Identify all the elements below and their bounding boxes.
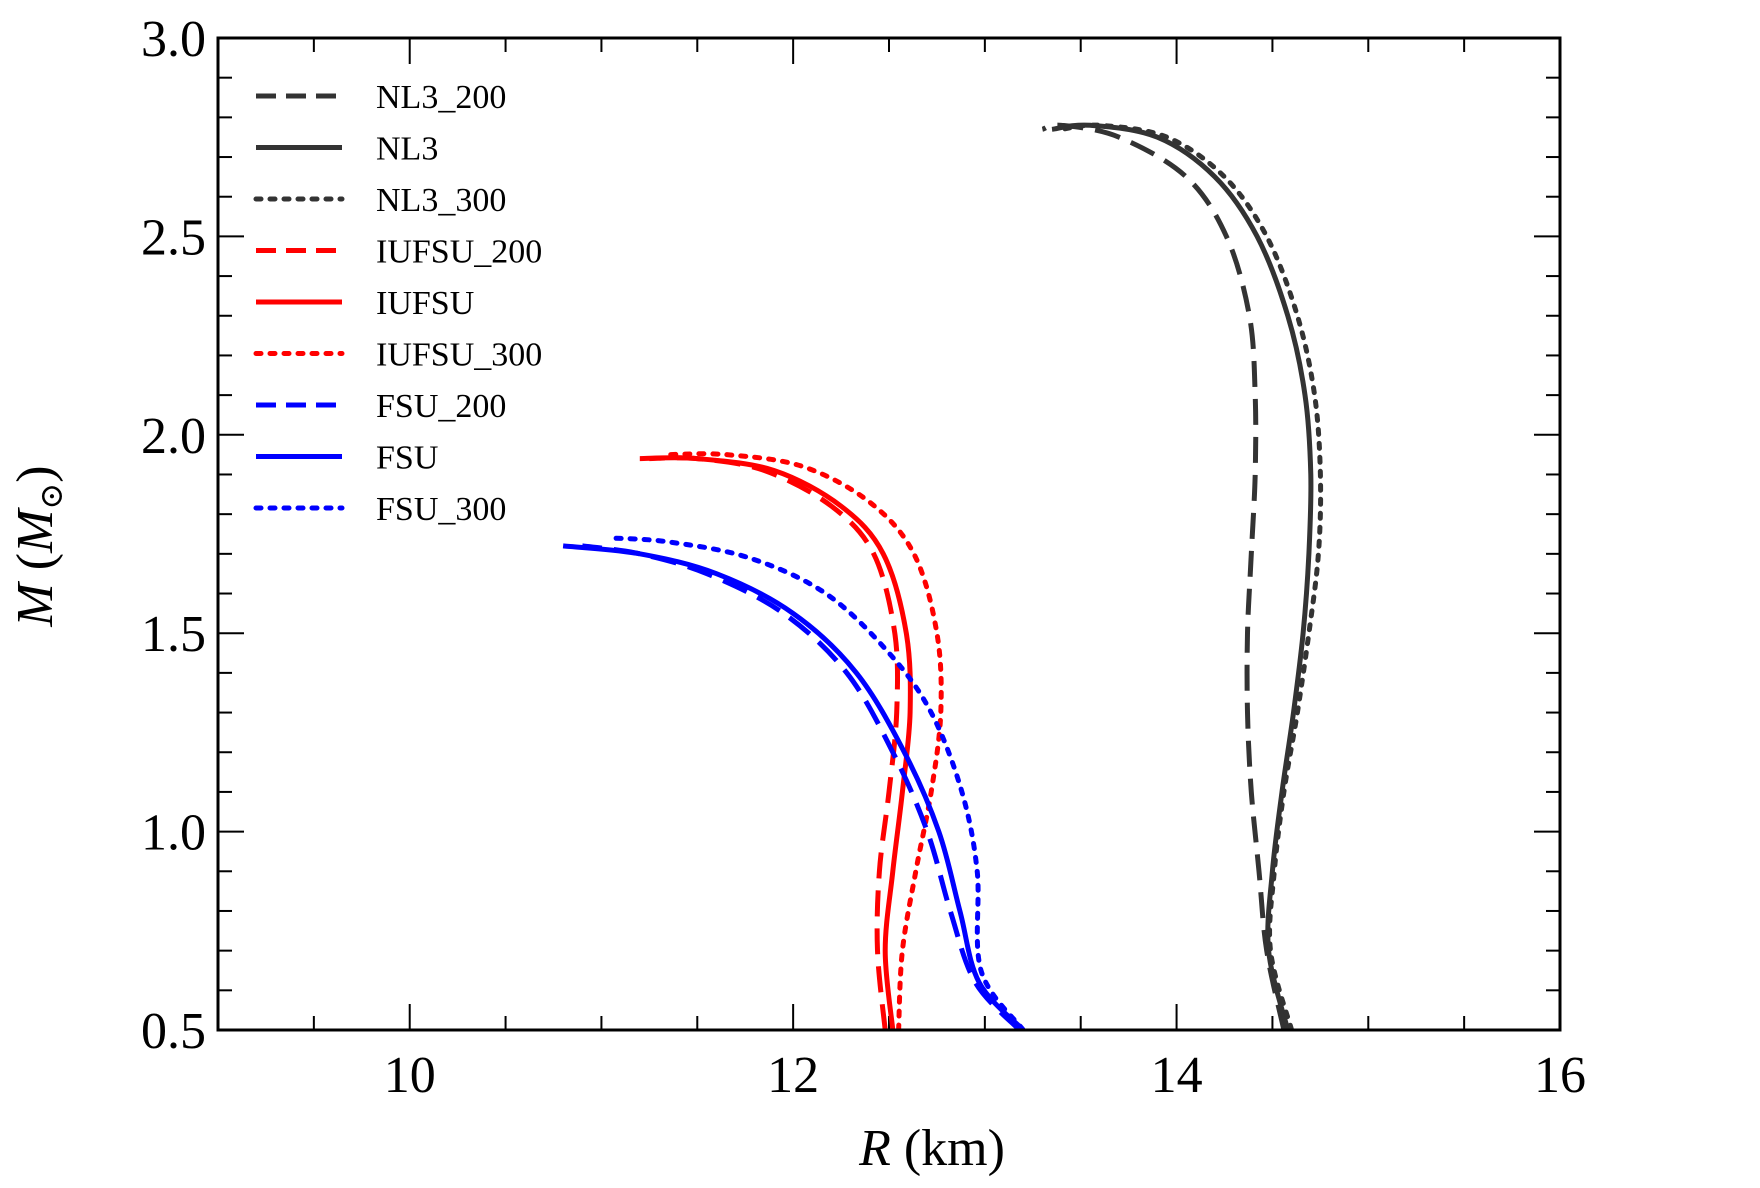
- y-axis-unit-subscript: ⊙: [33, 483, 69, 510]
- y-axis-label: M (M⊙): [7, 465, 69, 627]
- series-line-fsu-200: [581, 543, 1022, 1030]
- x-tick-label: 10: [384, 1047, 436, 1104]
- y-tick-label: 2.0: [141, 408, 206, 465]
- series-line-nl3: [1051, 122, 1314, 1030]
- y-axis-variable: M: [7, 581, 64, 628]
- y-axis-unit-symbol: M: [7, 507, 64, 554]
- series-line-iufsu-200: [649, 455, 901, 1030]
- series-line-nl3-200: [1041, 122, 1287, 1030]
- legend-label-iufsu: IUFSU: [376, 285, 474, 322]
- x-tick-label: 14: [1151, 1047, 1203, 1104]
- series-layer: [562, 122, 1324, 1030]
- legend-label-fsu: FSU: [376, 440, 438, 477]
- legend-label-nl3: NL3: [376, 131, 438, 168]
- series-line-nl3-300: [1059, 122, 1324, 1030]
- series-line-iufsu-300: [666, 451, 944, 1030]
- series-line-iufsu: [639, 455, 913, 1030]
- series-line-fsu: [562, 543, 1026, 1030]
- y-axis-unit-open: (: [7, 553, 64, 583]
- y-tick-label: 1.5: [141, 606, 206, 663]
- legend: NL3_200 NL3 NL3_300 IUFSU_200 IUFSU IUFSU_300…: [253, 79, 542, 528]
- legend-label-fsu-200: FSU_200: [376, 388, 506, 425]
- x-axis-label: R (km): [858, 1120, 1005, 1177]
- y-tick-label: 0.5: [141, 1003, 206, 1060]
- x-tick-label: 16: [1534, 1047, 1586, 1104]
- ticks-layer: [217, 37, 1561, 1031]
- x-axis-unit: (km): [891, 1120, 1005, 1177]
- tick-labels: 10 12 14 16 0.5 1.0 1.5 2.0 2.5 3.0: [141, 11, 1586, 1104]
- legend-label-fsu-300: FSU_300: [376, 491, 506, 528]
- x-tick-label: 12: [767, 1047, 819, 1104]
- y-tick-label: 1.0: [141, 805, 206, 862]
- series-line-fsu-300: [608, 535, 1026, 1030]
- plot-frame: [216, 36, 1562, 1032]
- y-tick-label: 3.0: [141, 11, 206, 68]
- y-tick-label: 2.5: [141, 209, 206, 266]
- legend-label-iufsu-200: IUFSU_200: [376, 234, 542, 271]
- y-axis-unit-close: ): [7, 465, 64, 482]
- legend-label-iufsu-300: IUFSU_300: [376, 337, 542, 374]
- legend-label-nl3-200: NL3_200: [376, 79, 506, 116]
- legend-label-nl3-300: NL3_300: [376, 182, 506, 219]
- x-axis-variable: R: [858, 1120, 891, 1177]
